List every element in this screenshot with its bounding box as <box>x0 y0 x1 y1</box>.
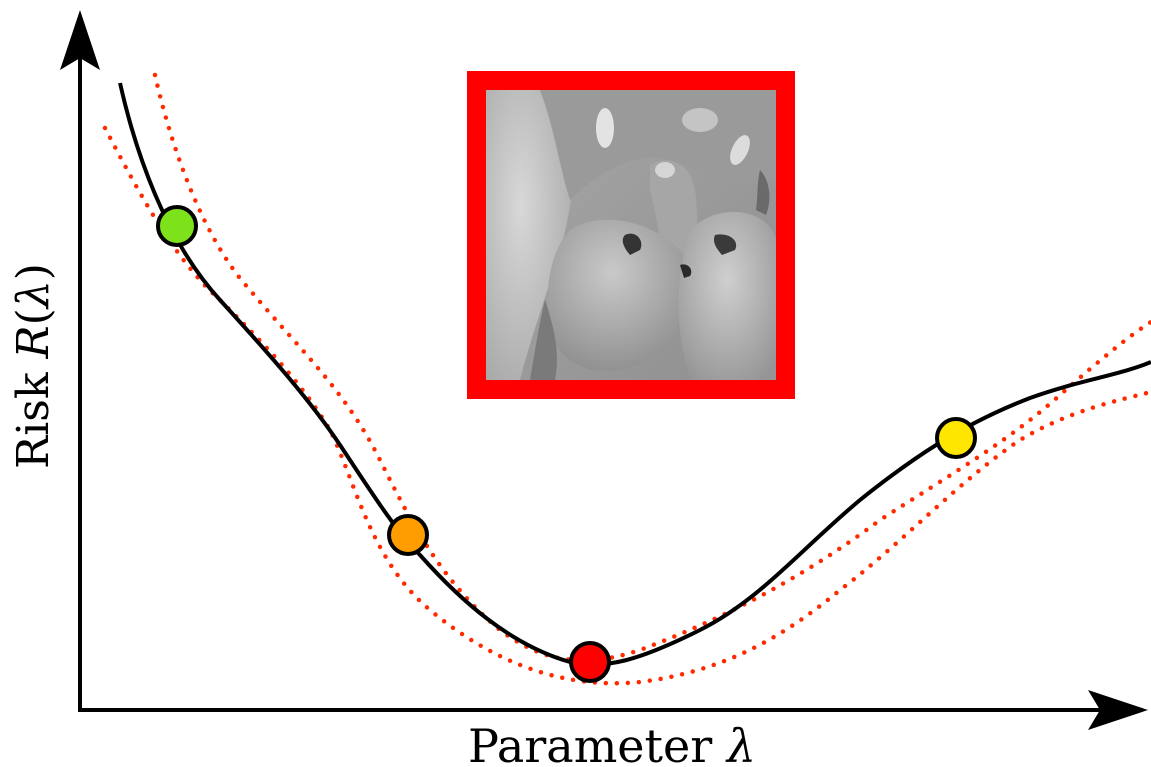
y-axis-label-text: Risk <box>8 358 59 468</box>
yellow-marker <box>935 417 977 459</box>
y-axis-label-symbol: R <box>8 325 59 359</box>
x-axis-label-text: Parameter <box>468 719 727 767</box>
axes <box>60 10 1148 730</box>
y-axis-label-close: ) <box>8 263 59 280</box>
y-axis-label-arg: λ <box>8 280 59 310</box>
y-axis-label-open: ( <box>8 308 59 325</box>
x-axis-label: Parameter λ <box>468 719 756 767</box>
y-axis-arrow-icon <box>60 10 100 70</box>
markers <box>156 205 977 683</box>
red-minimum-marker <box>569 641 611 683</box>
y-axis-label: Risk R(λ) <box>8 263 59 469</box>
green-marker <box>156 205 198 247</box>
orange-marker <box>387 514 429 556</box>
x-axis-label-symbol: λ <box>725 719 756 767</box>
x-axis-arrow-icon <box>1088 690 1148 730</box>
inset-image <box>467 71 795 399</box>
